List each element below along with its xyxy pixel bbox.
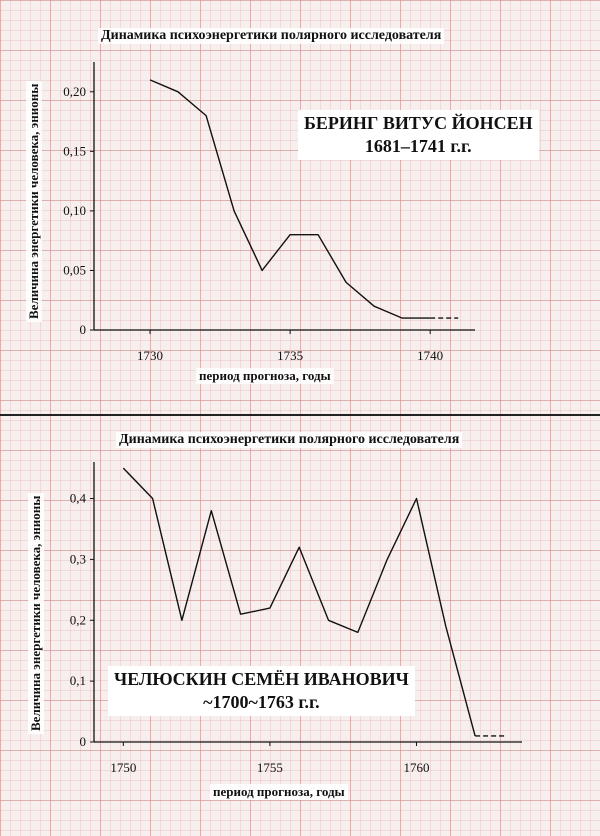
data-point-top: [149, 78, 152, 81]
energy-line-top: [149, 79, 431, 319]
chart-title-top: Динамика психоэнергетики полярного иссле…: [98, 28, 445, 44]
panel-divider: [0, 414, 600, 416]
x-tick-label-top: 1735: [277, 348, 303, 363]
y-tick-label-top: 0: [80, 322, 87, 337]
data-point-bottom: [444, 625, 447, 628]
data-point-bottom: [239, 613, 242, 616]
data-point-bottom: [327, 619, 330, 622]
x-tick-label-bottom: 1755: [257, 760, 283, 775]
data-point-top: [401, 317, 404, 320]
data-point-top: [177, 90, 180, 93]
chart-title-bottom: Динамика психоэнергетики полярного иссле…: [116, 432, 463, 448]
data-point-top: [261, 269, 264, 272]
data-point-top: [457, 317, 460, 320]
data-point-bottom: [386, 558, 389, 561]
x-tick-label-top: 1740: [417, 348, 443, 363]
x-tick-label-bottom: 1750: [110, 760, 136, 775]
y-tick-label-bottom: 0,3: [70, 551, 86, 566]
data-point-bottom: [180, 619, 183, 622]
explorer-years-bottom: ~1700~1763 г.г.: [203, 692, 320, 712]
data-point-top: [373, 305, 376, 308]
explorer-name-bottom: ЧЕЛЮСКИН СЕМЁН ИВАНОВИЧ: [114, 669, 409, 689]
y-tick-label-bottom: 0,4: [70, 491, 87, 506]
data-point-top: [317, 233, 320, 236]
data-point-bottom: [415, 497, 418, 500]
y-tick-label-top: 0,15: [63, 143, 86, 158]
x-tick-label-top: 1730: [137, 348, 163, 363]
x-axis-label-top: период прогноза, годы: [196, 368, 334, 384]
data-point-bottom: [474, 734, 477, 737]
data-point-top: [233, 209, 236, 212]
y-tick-label-top: 0,10: [63, 203, 86, 218]
energy-line-bottom: [122, 467, 476, 737]
data-point-top: [345, 281, 348, 284]
data-point-top: [289, 233, 292, 236]
explorer-annotation-top: БЕРИНГ ВИТУС ЙОНСЕН 1681–1741 г.г.: [298, 110, 539, 160]
x-tick-label-bottom: 1760: [403, 760, 429, 775]
y-tick-label-top: 0,20: [63, 84, 86, 99]
data-point-top: [205, 114, 208, 117]
y-tick-label-bottom: 0,2: [70, 612, 86, 627]
y-tick-label-top: 0,05: [63, 262, 86, 277]
x-axis-label-bottom: период прогноза, годы: [210, 784, 348, 800]
data-point-bottom: [356, 631, 359, 634]
data-point-bottom: [268, 607, 271, 610]
data-point-bottom: [151, 497, 154, 500]
explorer-years-top: 1681–1741 г.г.: [364, 136, 472, 156]
data-point-top: [429, 317, 432, 320]
explorer-name-top: БЕРИНГ ВИТУС ЙОНСЕН: [304, 113, 533, 133]
data-point-bottom: [503, 734, 506, 737]
y-tick-label-bottom: 0: [80, 734, 87, 749]
data-point-bottom: [210, 509, 213, 512]
explorer-annotation-bottom: ЧЕЛЮСКИН СЕМЁН ИВАНОВИЧ ~1700~1763 г.г.: [108, 666, 415, 716]
data-point-bottom: [298, 546, 301, 549]
data-point-bottom: [122, 467, 125, 470]
y-tick-label-bottom: 0,1: [70, 673, 86, 688]
